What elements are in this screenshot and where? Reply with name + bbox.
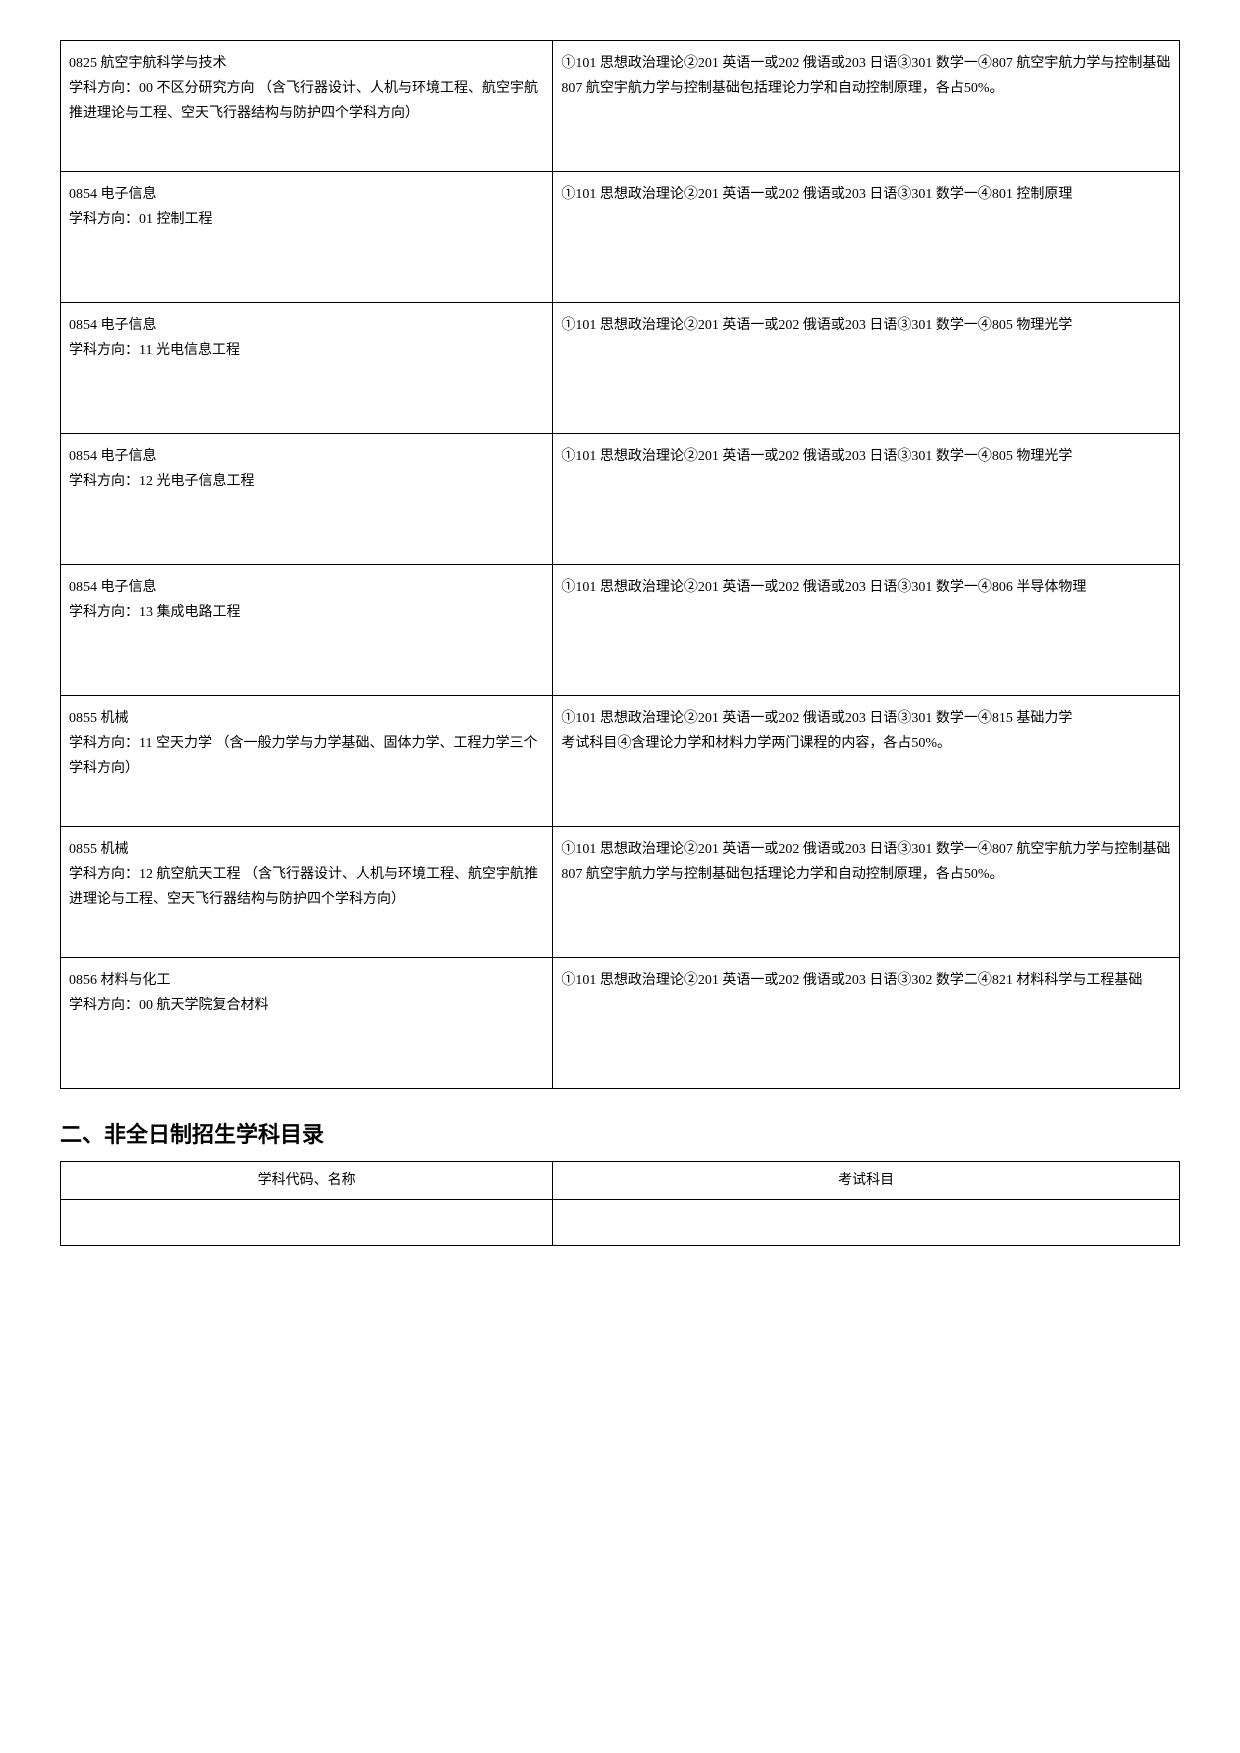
- subject-cell: 0855 机械学科方向：12 航空航天工程 （含飞行器设计、人机与环境工程、航空…: [61, 827, 553, 958]
- section-heading-parttime: 二、非全日制招生学科目录: [60, 1117, 1180, 1149]
- subject-cell: [61, 1200, 553, 1246]
- exam-cell: ①101 思想政治理论②201 英语一或202 俄语或203 日语③301 数学…: [553, 303, 1180, 434]
- table-row: [61, 1200, 1180, 1246]
- table-row: 0855 机械学科方向：11 空天力学 （含一般力学与力学基础、固体力学、工程力…: [61, 696, 1180, 827]
- exam-cell: ①101 思想政治理论②201 英语一或202 俄语或203 日语③302 数学…: [553, 958, 1180, 1089]
- exam-cell: ①101 思想政治理论②201 英语一或202 俄语或203 日语③301 数学…: [553, 434, 1180, 565]
- catalog-table-fulltime: 0825 航空宇航科学与技术学科方向：00 不区分研究方向 （含飞行器设计、人机…: [60, 40, 1180, 1089]
- subject-cell: 0856 材料与化工学科方向：00 航天学院复合材料: [61, 958, 553, 1089]
- table-row: 0856 材料与化工学科方向：00 航天学院复合材料 ①101 思想政治理论②2…: [61, 958, 1180, 1089]
- table-row: 0854 电子信息学科方向：12 光电子信息工程 ①101 思想政治理论②201…: [61, 434, 1180, 565]
- exam-cell: ①101 思想政治理论②201 英语一或202 俄语或203 日语③301 数学…: [553, 696, 1180, 827]
- exam-cell: ①101 思想政治理论②201 英语一或202 俄语或203 日语③301 数学…: [553, 565, 1180, 696]
- table-row: 0854 电子信息学科方向：01 控制工程 ①101 思想政治理论②201 英语…: [61, 172, 1180, 303]
- subject-cell: 0825 航空宇航科学与技术学科方向：00 不区分研究方向 （含飞行器设计、人机…: [61, 41, 553, 172]
- exam-cell: ①101 思想政治理论②201 英语一或202 俄语或203 日语③301 数学…: [553, 172, 1180, 303]
- exam-cell: ①101 思想政治理论②201 英语一或202 俄语或203 日语③301 数学…: [553, 41, 1180, 172]
- subject-cell: 0854 电子信息学科方向：13 集成电路工程: [61, 565, 553, 696]
- table-row: 0854 电子信息学科方向：11 光电信息工程 ①101 思想政治理论②201 …: [61, 303, 1180, 434]
- table-row: 0855 机械学科方向：12 航空航天工程 （含飞行器设计、人机与环境工程、航空…: [61, 827, 1180, 958]
- exam-cell: ①101 思想政治理论②201 英语一或202 俄语或203 日语③301 数学…: [553, 827, 1180, 958]
- table-row: 0825 航空宇航科学与技术学科方向：00 不区分研究方向 （含飞行器设计、人机…: [61, 41, 1180, 172]
- subject-cell: 0854 电子信息学科方向：12 光电子信息工程: [61, 434, 553, 565]
- subject-cell: 0855 机械学科方向：11 空天力学 （含一般力学与力学基础、固体力学、工程力…: [61, 696, 553, 827]
- table-header-row: 学科代码、名称 考试科目: [61, 1162, 1180, 1200]
- exam-cell: [553, 1200, 1180, 1246]
- header-subject: 学科代码、名称: [61, 1162, 553, 1200]
- subject-cell: 0854 电子信息学科方向：01 控制工程: [61, 172, 553, 303]
- table-row: 0854 电子信息学科方向：13 集成电路工程 ①101 思想政治理论②201 …: [61, 565, 1180, 696]
- subject-cell: 0854 电子信息学科方向：11 光电信息工程: [61, 303, 553, 434]
- catalog-table-parttime: 学科代码、名称 考试科目: [60, 1161, 1180, 1246]
- header-exam: 考试科目: [553, 1162, 1180, 1200]
